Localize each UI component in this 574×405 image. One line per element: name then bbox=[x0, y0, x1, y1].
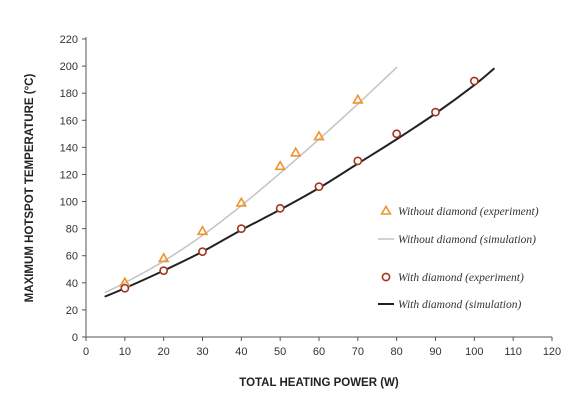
axes: 0 20 40 60 80 100 120 140 160 180 200 220 0 10 20 30 40 5… bbox=[60, 34, 562, 358]
triangle-point bbox=[235, 196, 248, 207]
y-tick-label: 0 bbox=[72, 332, 78, 344]
x-tick-label: 60 bbox=[313, 346, 325, 358]
triangle-point bbox=[196, 225, 209, 236]
legend-label: Without diamond (experiment) bbox=[398, 206, 539, 218]
y-tick-label: 120 bbox=[60, 169, 78, 181]
circle-point bbox=[392, 129, 402, 139]
circle-point bbox=[353, 156, 363, 166]
x-tick-label: 40 bbox=[235, 346, 247, 358]
y-tick-label: 180 bbox=[60, 88, 78, 100]
x-tick-label: 90 bbox=[429, 346, 441, 358]
x-tick-label: 0 bbox=[83, 346, 89, 358]
circle-point bbox=[314, 182, 324, 192]
plot-series bbox=[104, 66, 495, 298]
triangle-point bbox=[352, 93, 364, 104]
legend: Without diamond (experiment) Without diam… bbox=[378, 204, 539, 311]
y-tick-label: 200 bbox=[60, 61, 78, 73]
x-tick-label: 20 bbox=[158, 346, 170, 358]
circle-point bbox=[275, 203, 285, 213]
triangle-point bbox=[289, 146, 302, 157]
legend-label: With diamond (experiment) bbox=[398, 272, 524, 284]
y-tick-label: 40 bbox=[66, 278, 78, 290]
x-tick-label: 80 bbox=[391, 346, 403, 358]
x-tick-label: 110 bbox=[504, 346, 522, 358]
x-tick-label: 120 bbox=[543, 346, 561, 358]
legend-circle-icon bbox=[381, 272, 391, 282]
triangle-point bbox=[313, 130, 325, 141]
circle-point bbox=[198, 247, 207, 257]
circle-point bbox=[469, 76, 479, 86]
y-axis-title: MAXIMUM HOTSPOT TEMPERATURE (°C) bbox=[24, 74, 36, 303]
y-tick-label: 220 bbox=[60, 34, 78, 46]
x-tick-label: 70 bbox=[352, 346, 364, 358]
triangle-point bbox=[274, 160, 286, 171]
y-tick-label: 160 bbox=[60, 115, 78, 127]
y-tick-label: 20 bbox=[66, 305, 78, 317]
x-tick-label: 100 bbox=[465, 346, 483, 358]
x-tick-label: 50 bbox=[274, 346, 286, 358]
x-axis-title: TOTAL HEATING POWER (W) bbox=[239, 377, 399, 389]
legend-label: Without diamond (simulation) bbox=[398, 234, 536, 246]
circle-point bbox=[236, 224, 246, 234]
circle-point bbox=[159, 266, 169, 276]
circle-point bbox=[120, 283, 130, 293]
y-tick-label: 60 bbox=[66, 251, 78, 263]
triangle-point bbox=[157, 252, 170, 263]
y-tick-label: 100 bbox=[60, 197, 78, 209]
legend-triangle-icon bbox=[380, 204, 392, 215]
x-tick-label: 10 bbox=[119, 346, 131, 358]
x-tick-label: 30 bbox=[196, 346, 208, 358]
circle-point bbox=[431, 107, 440, 117]
y-tick-label: 80 bbox=[66, 224, 78, 236]
y-tick-label: 140 bbox=[60, 142, 78, 154]
legend-label: With diamond (simulation) bbox=[398, 299, 521, 311]
